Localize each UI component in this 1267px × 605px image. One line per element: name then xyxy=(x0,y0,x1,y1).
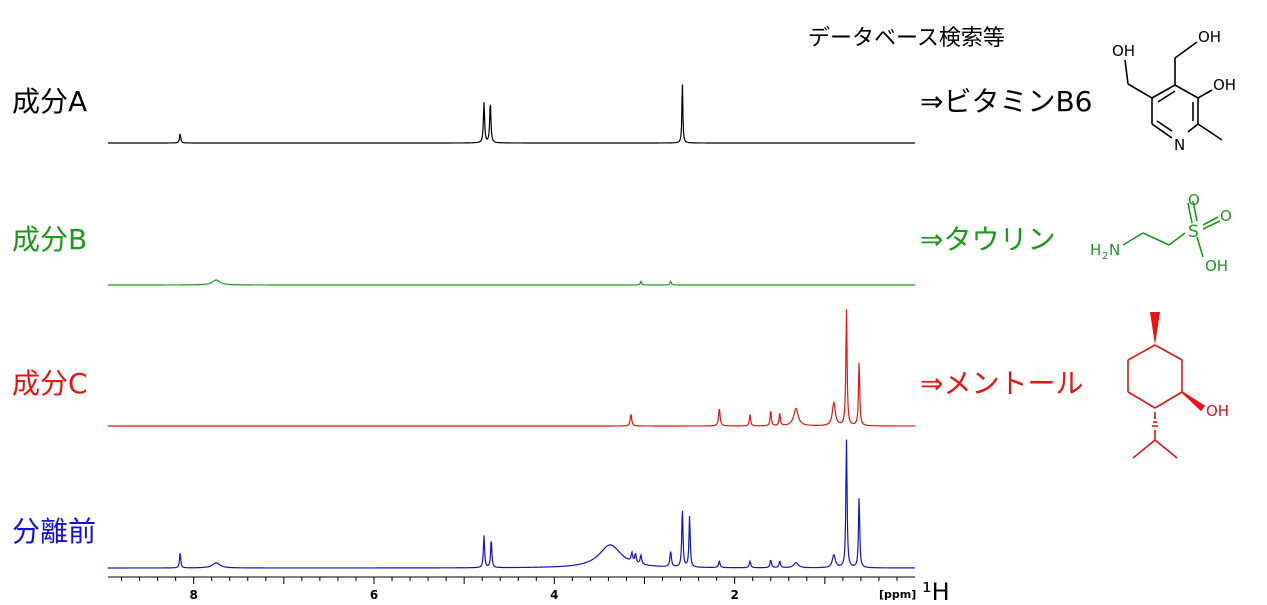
spectrum-C-trace xyxy=(108,309,915,427)
taurine-oh: OH xyxy=(1205,257,1228,275)
x-tick-label: 2 xyxy=(730,588,738,602)
x-axis-unit-label: [ppm] xyxy=(879,588,916,601)
spectrum-mixture-trace xyxy=(108,439,915,569)
b6-oh-label-right: OH xyxy=(1213,76,1236,94)
taurine-structure: O O S OH H 2 N xyxy=(1090,191,1232,275)
component-c-label: 成分C xyxy=(12,367,88,400)
b6-n-label: N xyxy=(1174,136,1185,154)
x-tick-label: 4 xyxy=(550,588,558,602)
taurine-subscript-2: 2 xyxy=(1102,251,1108,262)
b6-oh-label-left: OH xyxy=(1112,42,1135,60)
menthol-oh-label: OH xyxy=(1206,402,1229,420)
menthol-structure: OH xyxy=(1127,312,1229,459)
x-tick-label: 8 xyxy=(189,588,197,602)
compound-taurine: ⇒タウリン xyxy=(920,223,1056,256)
x-tick-label: 6 xyxy=(370,588,378,602)
b6-oh-label-top: OH xyxy=(1198,28,1221,46)
mixture-label: 分離前 xyxy=(12,515,97,548)
spectrum-B-trace xyxy=(108,279,915,286)
spectrum-A-trace xyxy=(108,84,915,144)
component-a-label: 成分A xyxy=(12,85,88,118)
taurine-o-right: O xyxy=(1220,207,1232,225)
taurine-n: N xyxy=(1109,241,1120,259)
taurine-s: S xyxy=(1188,222,1199,242)
compound-menthol: ⇒メントール xyxy=(920,367,1084,400)
nucleus-label: ¹H xyxy=(922,578,950,605)
taurine-o-top: O xyxy=(1188,191,1200,209)
menthol-methyl-wedge xyxy=(1150,312,1160,345)
taurine-h: H xyxy=(1090,241,1101,259)
component-b-label: 成分B xyxy=(12,223,88,256)
vitamin-b6-structure: OH OH OH N xyxy=(1112,28,1236,154)
database-search-label: データベース検索等 xyxy=(808,26,1005,51)
compound-vitamin-b6: ⇒ビタミンB6 xyxy=(920,85,1093,118)
x-axis: 8 6 4 2 [ppm] ¹H xyxy=(108,576,950,605)
